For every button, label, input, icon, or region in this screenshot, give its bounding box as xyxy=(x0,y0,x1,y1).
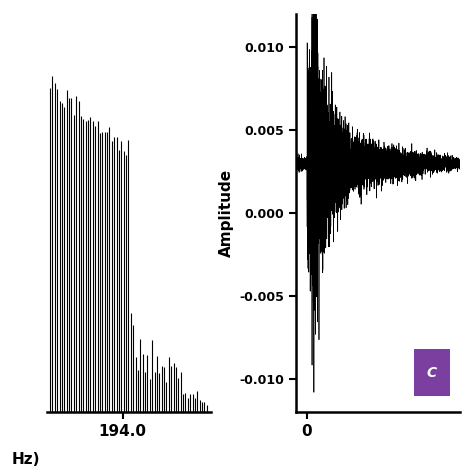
Y-axis label: Amplitude: Amplitude xyxy=(219,169,234,257)
Text: Hz): Hz) xyxy=(11,452,40,467)
